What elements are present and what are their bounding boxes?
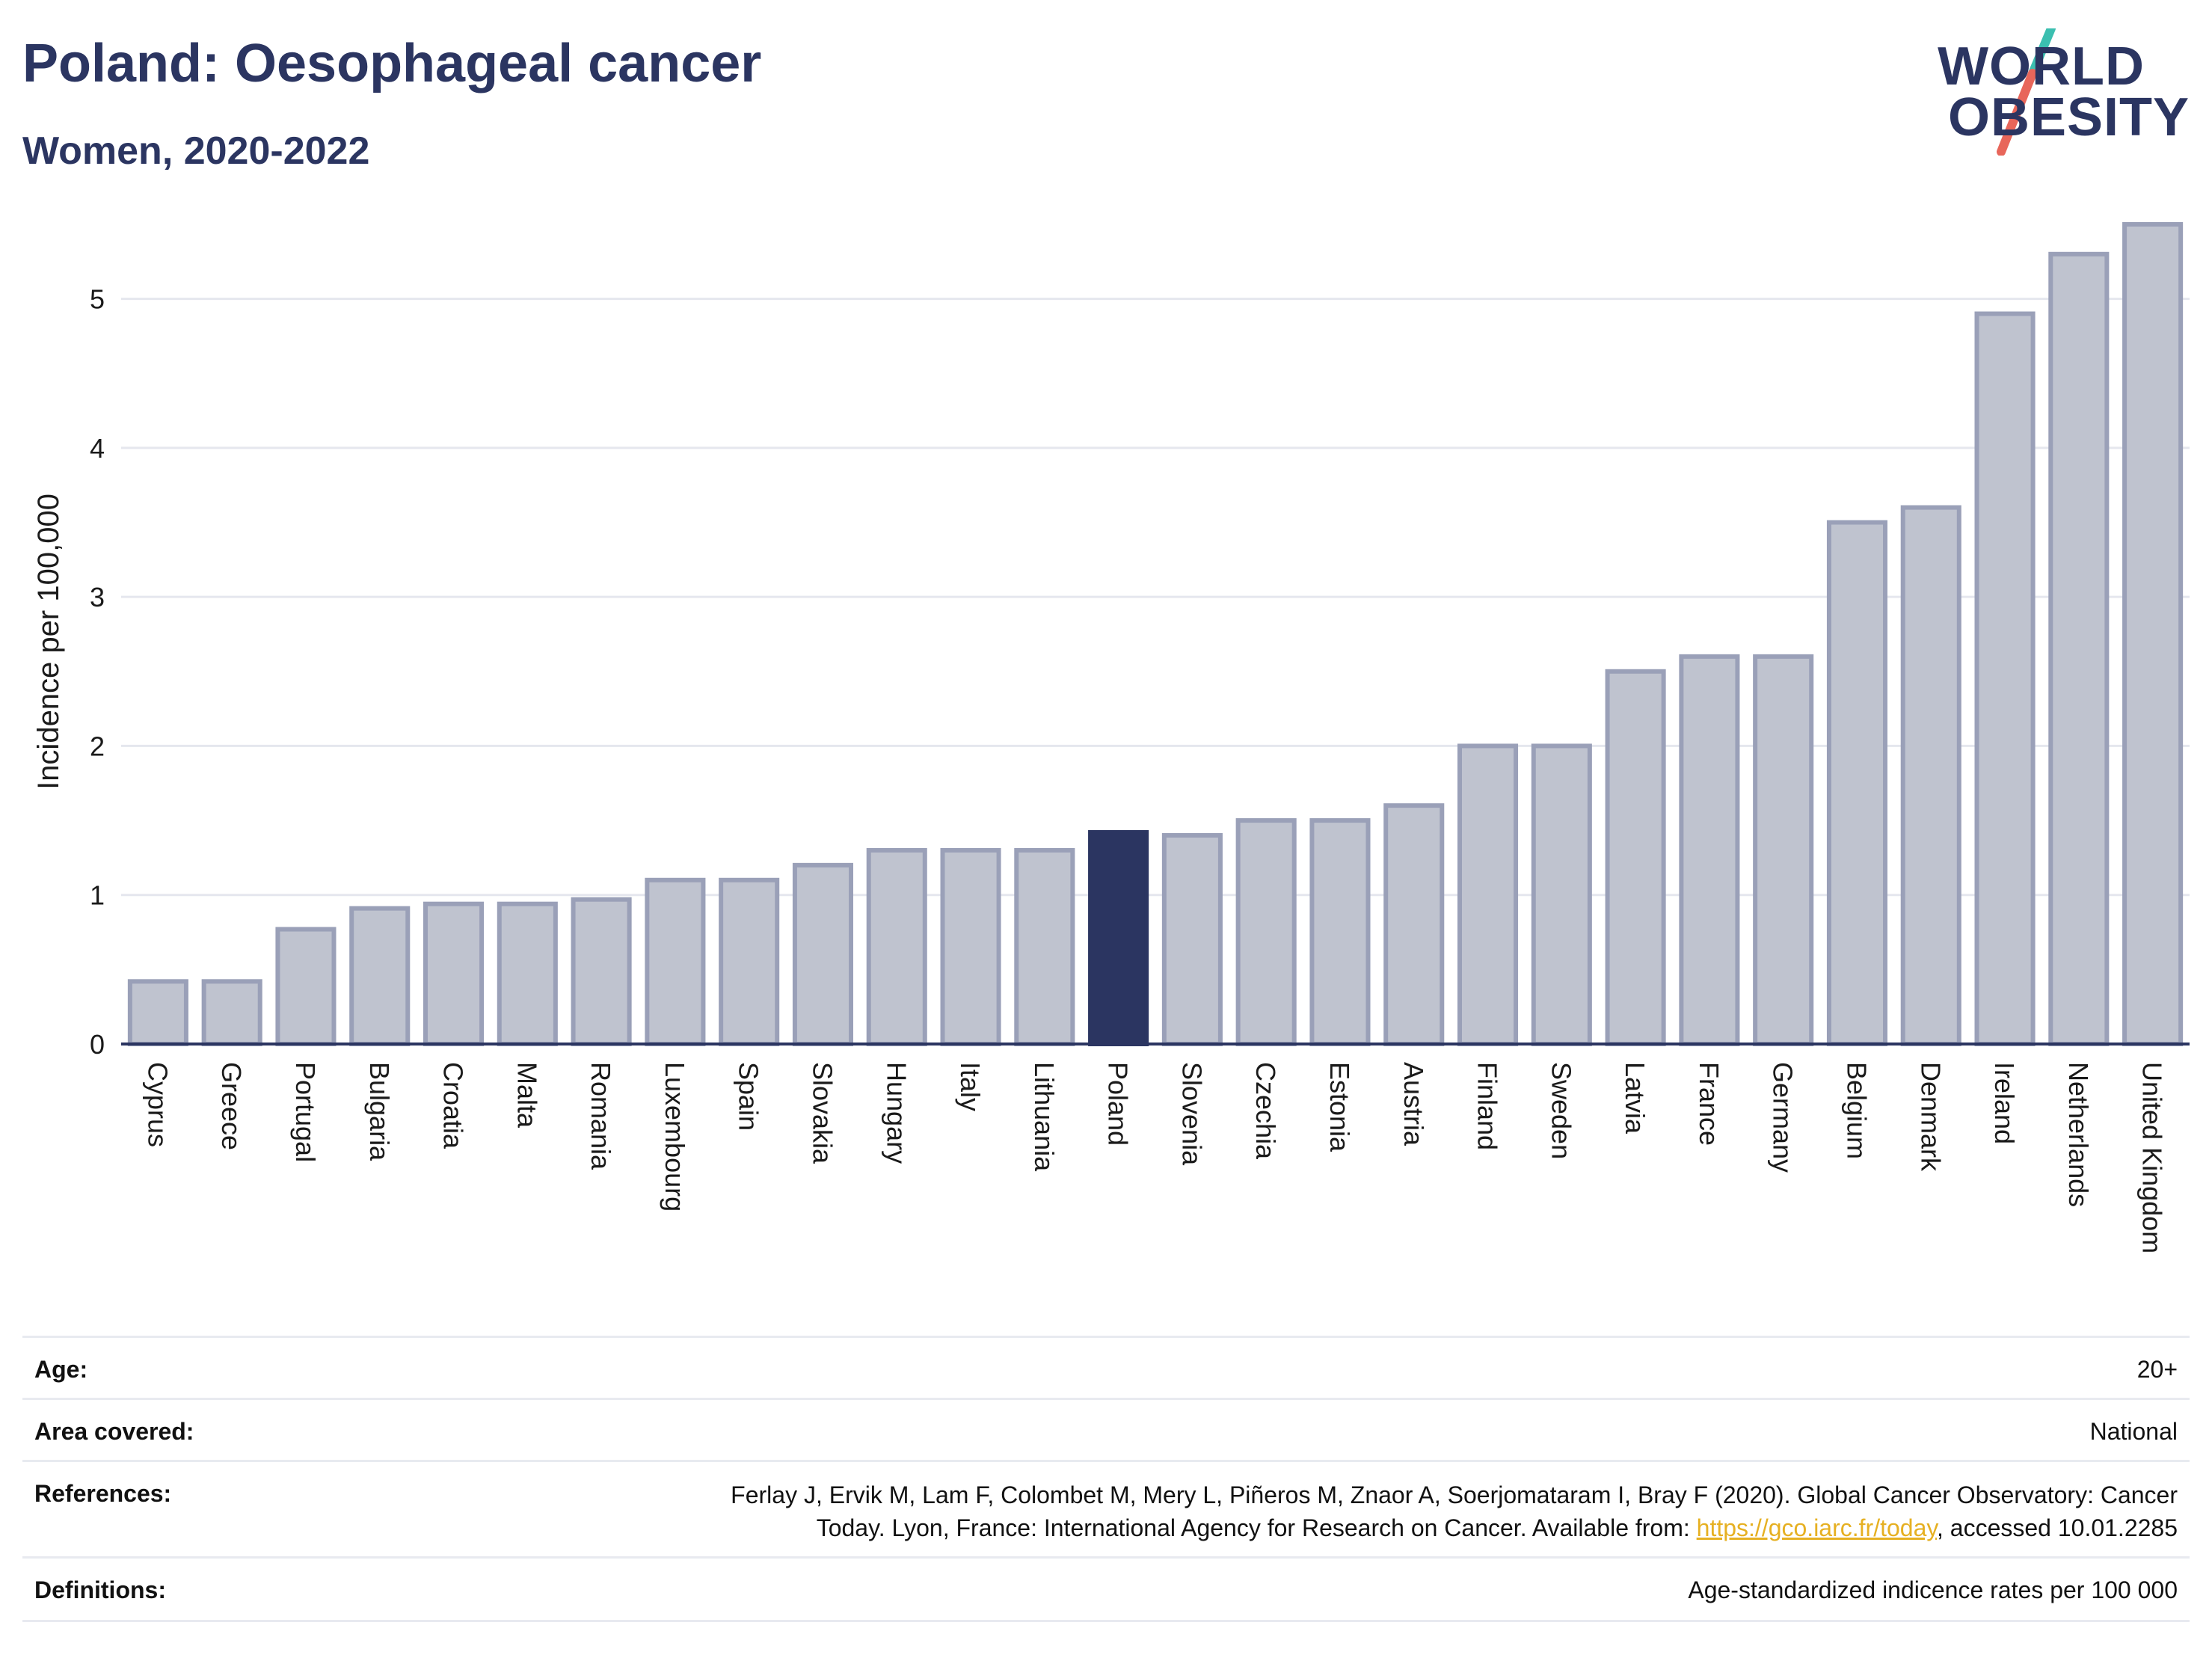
x-tick-label: Denmark	[1915, 1062, 1946, 1172]
definitions-label: Definitions:	[34, 1576, 166, 1603]
x-tick-label: Hungary	[881, 1062, 912, 1164]
bar-slovakia	[792, 862, 854, 1046]
meta-row-age: Age: 20+	[22, 1336, 2190, 1398]
bar-cyprus	[127, 979, 188, 1047]
bar-united-kingdom	[2122, 221, 2184, 1046]
x-tick-label: Netherlands	[2063, 1062, 2094, 1207]
meta-row-area: Area covered: National	[22, 1398, 2190, 1460]
references-line-1: Ferlay J, Ervik M, Lam F, Colombet M, Me…	[731, 1481, 2178, 1508]
x-tick-label: Luxembourg	[660, 1062, 690, 1212]
bar-latvia	[1605, 669, 1666, 1046]
y-tick-label: 1	[90, 880, 105, 911]
x-tick-label: Greece	[216, 1062, 247, 1150]
x-tick-label: Latvia	[1620, 1062, 1650, 1134]
bar-slovenia	[1161, 833, 1223, 1046]
bar-romania	[571, 897, 632, 1047]
x-tick-label: Slovenia	[1176, 1062, 1207, 1166]
bar-finland	[1457, 743, 1519, 1047]
bars	[127, 221, 2184, 1047]
bar-ireland	[1974, 311, 2036, 1046]
x-tick-label: Cyprus	[142, 1062, 173, 1147]
tick-labels: 0 1 2 3 4 5 Cyprus Greece Portugal Bulgaria Croati…	[90, 284, 2168, 1254]
y-tick-label: 3	[90, 582, 105, 612]
bar-poland	[1088, 830, 1149, 1046]
bar-malta	[497, 901, 558, 1047]
logo-slash-icon	[1997, 28, 2056, 156]
x-tick-label: Austria	[1398, 1062, 1429, 1146]
x-tick-label: Malta	[511, 1062, 542, 1129]
x-tick-label: Poland	[1103, 1062, 1134, 1146]
bar-chart: 0 1 2 3 4 5 Cyprus Greece Portugal Bulgaria Croati…	[32, 221, 2190, 1254]
references-line-2-post: , accessed 10.01.2285	[1936, 1514, 2178, 1541]
bar-bulgaria	[349, 906, 411, 1047]
bar-netherlands	[2048, 251, 2110, 1046]
y-tick-label: 2	[90, 731, 105, 761]
page-subtitle: Women, 2020-2022	[22, 129, 370, 173]
bar-italy	[940, 847, 1001, 1047]
metadata-table: Age: 20+ Area covered: National Referenc…	[22, 1336, 2190, 1622]
x-tick-label: Bulgaria	[364, 1062, 395, 1161]
meta-row-definitions: Definitions: Age-standardized indicence …	[22, 1556, 2190, 1622]
x-tick-label: Italy	[955, 1062, 986, 1111]
x-tick-label: Czechia	[1250, 1062, 1281, 1160]
y-tick-label: 5	[90, 284, 105, 315]
y-axis-label: Incidence per 100,000	[32, 494, 65, 790]
x-tick-label: Belgium	[1841, 1062, 1872, 1159]
x-tick-label: Germany	[1768, 1062, 1798, 1173]
references-line-2: Today. Lyon, France: International Agenc…	[731, 1511, 2178, 1544]
x-tick-label: Croatia	[438, 1062, 469, 1149]
x-tick-label: Lithuania	[1029, 1062, 1060, 1172]
bar-czechia	[1235, 818, 1297, 1046]
bar-greece	[201, 979, 262, 1047]
y-tick-label: 0	[90, 1029, 105, 1060]
bar-belgium	[1826, 520, 1888, 1046]
x-tick-label: Ireland	[1989, 1062, 2020, 1144]
x-tick-label: Finland	[1472, 1062, 1503, 1150]
x-tick-label: Portugal	[290, 1062, 321, 1162]
area-label: Area covered:	[34, 1418, 194, 1445]
references-link[interactable]: https://gco.iarc.fr/today	[1696, 1514, 1937, 1541]
bar-estonia	[1309, 818, 1371, 1046]
bar-croatia	[423, 901, 485, 1047]
x-tick-label: United Kingdom	[2137, 1062, 2168, 1253]
x-tick-label: Romania	[586, 1062, 616, 1170]
x-tick-label: Sweden	[1546, 1062, 1576, 1159]
references-line-2-pre: Today. Lyon, France: International Agenc…	[816, 1514, 1697, 1541]
area-value: National	[2089, 1418, 2178, 1445]
bar-denmark	[1900, 505, 1961, 1047]
references-label: References:	[34, 1480, 172, 1507]
logo-word-obesity: OBESITY	[1947, 87, 2190, 147]
bar-sweden	[1531, 743, 1592, 1047]
age-value: 20+	[2136, 1356, 2178, 1383]
x-tick-label: Estonia	[1324, 1062, 1355, 1152]
references-value: Ferlay J, Ervik M, Lam F, Colombet M, Me…	[731, 1479, 2178, 1544]
x-tick-label: Slovakia	[807, 1062, 838, 1164]
meta-row-references: References: Ferlay J, Ervik M, Lam F, Co…	[22, 1460, 2190, 1556]
x-tick-label: France	[1694, 1062, 1724, 1146]
y-tick-label: 4	[90, 433, 105, 464]
bar-austria	[1383, 803, 1445, 1047]
logo-word-world: WORLD	[1938, 37, 2145, 96]
bar-luxembourg	[645, 877, 706, 1046]
bar-lithuania	[1014, 847, 1075, 1047]
definitions-value: Age-standardized indicence rates per 100…	[1688, 1576, 2178, 1603]
x-tick-label: Spain	[734, 1062, 764, 1131]
page-title: Poland: Oesophageal cancer	[22, 34, 762, 93]
world-obesity-logo: WORLD OBESITY	[1938, 28, 2190, 156]
bar-hungary	[866, 847, 927, 1047]
bar-spain	[719, 877, 780, 1046]
age-label: Age:	[34, 1356, 88, 1383]
bar-portugal	[275, 927, 337, 1046]
bar-france	[1679, 654, 1740, 1046]
bar-germany	[1753, 654, 1814, 1046]
